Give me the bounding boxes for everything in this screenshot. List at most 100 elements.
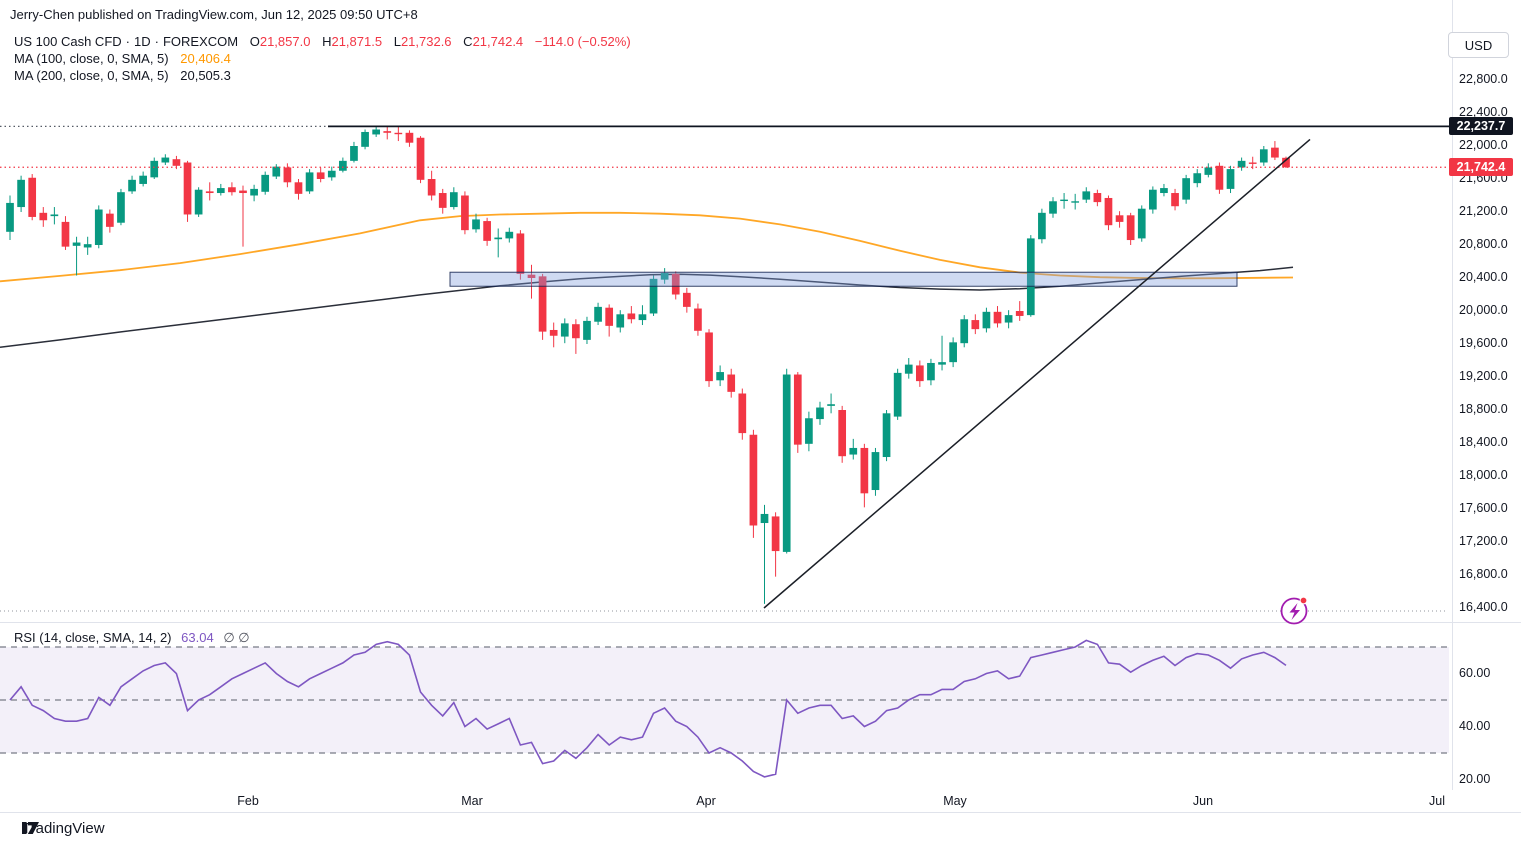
price-tick-label: 18,000.0 [1459,468,1508,482]
candle-body [106,213,114,227]
low-label: L [393,34,401,49]
candle-body [816,407,824,420]
candle-body [327,170,336,178]
candle-body [272,166,281,177]
candle-body [793,374,802,445]
candle-body [228,187,236,193]
candle-body [394,132,403,135]
candle-body [1171,193,1179,207]
candle-body [1137,208,1146,239]
candle-body [261,174,270,192]
candle-body [1282,157,1290,168]
candle-body [638,314,647,321]
price-axis[interactable]: 22,800.0 22,400.0 22,000.0 21,600.0 21,200.0… [1449,0,1521,790]
support-zone-box [449,271,1238,287]
candle-body [505,231,514,239]
candle-body [83,244,92,248]
high-value: 21,871.5 [331,34,383,49]
candle-body [1248,162,1257,164]
ma200-label: MA (200, close, 0, SMA, 5) [14,68,169,83]
candle-body [627,313,636,320]
candle-body [94,209,103,245]
candle-body [1093,193,1102,203]
candle-body [472,219,480,230]
candle-body [139,175,147,184]
ma100-value: 20,406.4 [180,51,231,66]
time-axis[interactable]: Feb Mar Apr May Jun Jul [0,790,1521,812]
price-tick-label: 20,400.0 [1459,270,1508,284]
ma100-legend-row[interactable]: MA (100, close, 0, SMA, 5) 20,406.4 [14,50,631,67]
close-value: 21,742.4 [472,34,524,49]
candle-body [694,308,702,331]
candle-body [1237,160,1246,168]
candle-body [1104,197,1113,226]
candle-body [971,320,980,330]
candle-body [827,404,835,406]
candle-body [915,365,924,382]
candle-body [17,179,25,208]
candle-body [938,362,946,365]
candle-body [1049,201,1057,214]
chart-legend[interactable]: US 100 Cash CFD · 1D · FOREXCOM O21,857.0 H2… [14,33,631,84]
candle-body [1160,188,1168,194]
open-label: O [249,34,260,49]
candle-body [39,212,48,221]
rsi-band [0,647,1449,753]
last-price-badge: 21,742.4 [1449,158,1513,177]
high-label: H [322,34,332,49]
rsi-tick-label: 20.00 [1459,771,1491,786]
candle-body [1060,199,1068,202]
tradingview-brand[interactable]: TradingView [22,820,105,837]
price-tick-label: 19,600.0 [1459,336,1508,350]
rsi-line [9,639,1287,778]
candle-body [339,160,347,171]
rsi-tick-label: 40.00 [1459,718,1491,733]
tradingview-logo-icon [22,822,39,834]
candle-body [172,159,181,166]
time-label-apr: Apr [696,794,716,808]
candle-body [927,362,935,381]
candle-body [494,237,503,240]
currency-button[interactable]: USD [1448,32,1509,58]
candle-body [1082,191,1091,200]
candle-body [316,172,325,179]
candle-body [72,242,81,246]
rsi-smoothing-empty: ∅ ∅ [223,630,250,645]
candle-body [1149,189,1157,210]
candle-body [982,311,991,329]
time-label-jul: Jul [1429,794,1445,808]
rsi-axis[interactable]: 60.00 40.00 20.00 [1452,623,1521,790]
ma200-value: 20,505.3 [180,68,231,83]
candle-body [882,413,891,458]
symbol-title: US 100 Cash CFD [14,34,122,49]
candle-body [716,372,724,381]
candle-body [1015,311,1024,316]
candle-body [1126,215,1135,241]
candle-body [749,434,758,526]
snapshot-refresh-icon[interactable] [1280,596,1308,625]
candle-body [516,233,525,274]
candle-body [438,193,447,208]
candle-body [128,179,136,192]
ma200-line [0,266,1294,349]
candle-body [461,195,469,231]
price-tick-label: 16,400.0 [1459,600,1508,614]
open-value: 21,857.0 [259,34,311,49]
candle-body [194,189,203,215]
exchange: FOREXCOM [162,34,239,49]
symbol-legend-row[interactable]: US 100 Cash CFD · 1D · FOREXCOM O21,857.0 H2… [14,34,631,49]
candle-body [871,452,880,491]
candle-body [705,332,713,382]
candle-body [239,190,247,194]
candle-body [383,131,392,133]
candle-body [583,320,591,340]
rsi-legend-row[interactable]: RSI (14, close, SMA, 14, 2) 63.04 ∅ ∅ [14,630,250,646]
candle-body [993,311,1002,324]
candle-body [161,157,170,163]
ma200-legend-row[interactable]: MA (200, close, 0, SMA, 5) 20,505.3 [14,67,631,84]
candle-body [1004,315,1013,323]
candle-body [1038,212,1046,240]
time-label-may: May [943,794,967,808]
